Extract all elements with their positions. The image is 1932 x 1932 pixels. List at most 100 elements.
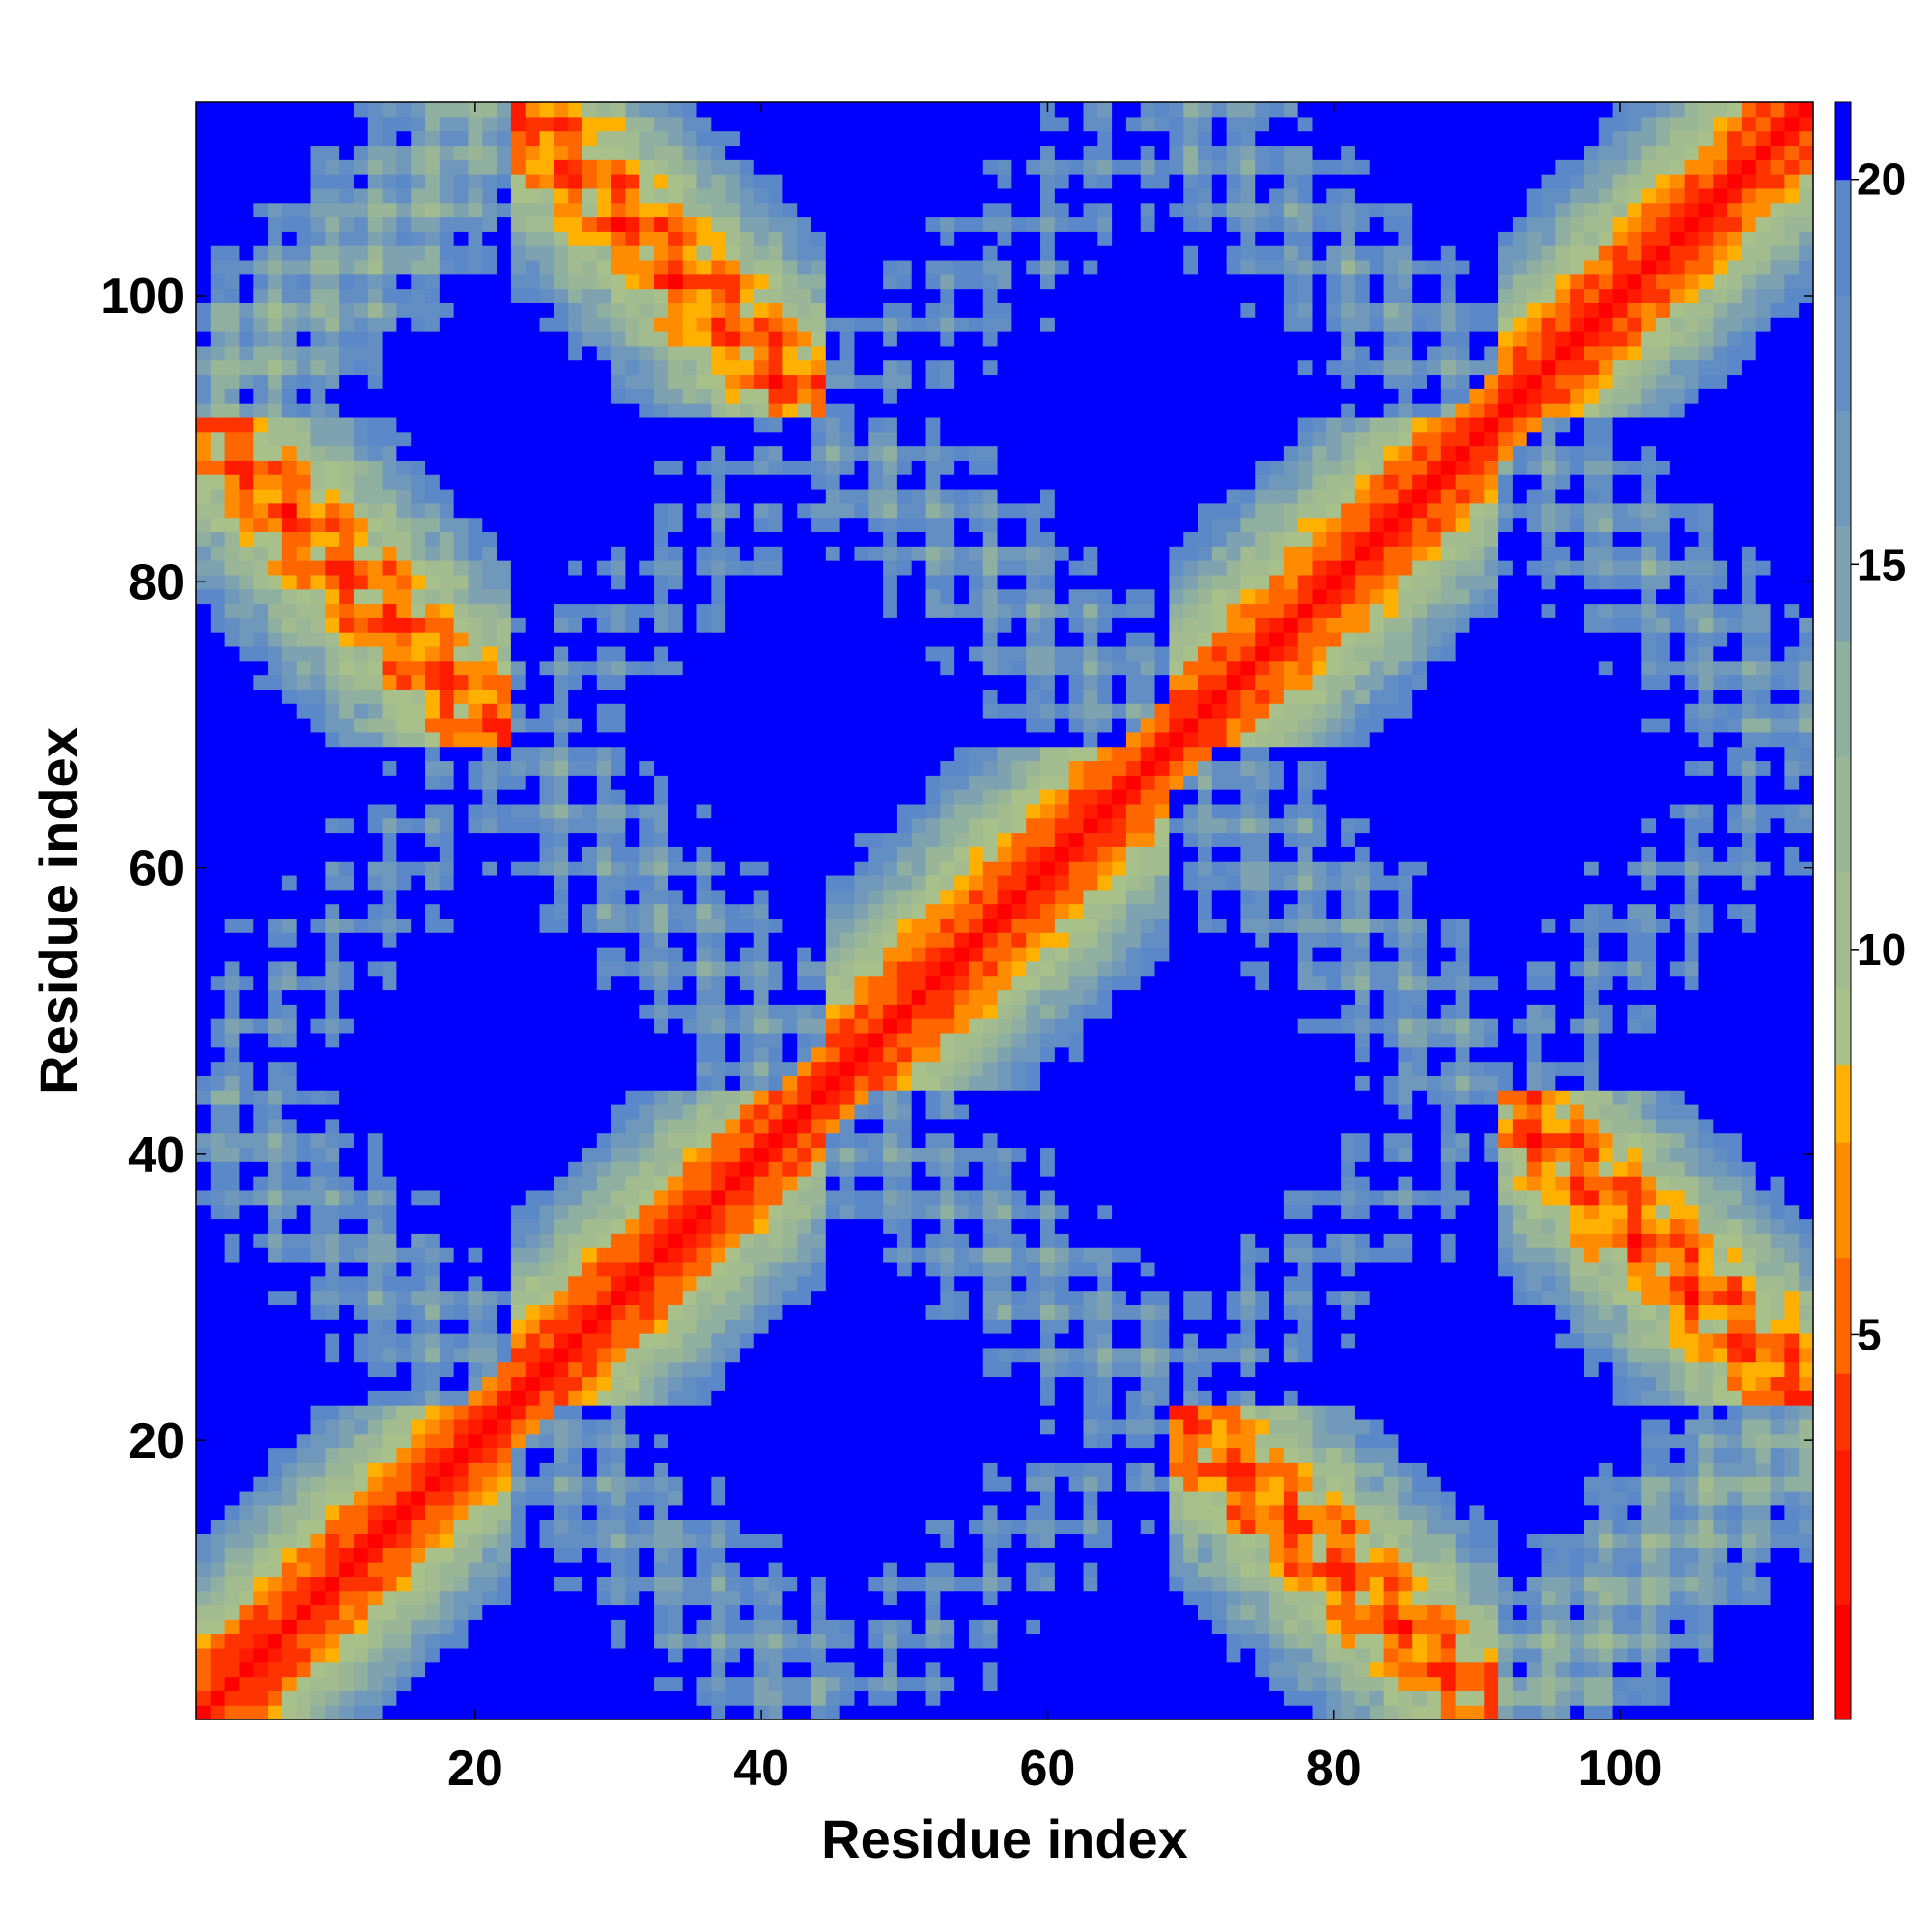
heatmap-cell [281, 1261, 298, 1277]
heatmap-cell [668, 1562, 684, 1577]
heatmap-cell [396, 1333, 412, 1349]
heatmap-cell [411, 531, 426, 547]
heatmap-cell [310, 130, 326, 147]
heatmap-cell [382, 1605, 397, 1620]
heatmap-cell [497, 288, 512, 303]
heatmap-cell [739, 460, 755, 475]
heatmap-cell [268, 874, 283, 891]
heatmap-cell [239, 775, 254, 790]
heatmap-cell [353, 102, 369, 118]
heatmap-cell [353, 345, 369, 361]
heatmap-cell [782, 1476, 798, 1492]
heatmap-cell [654, 632, 669, 647]
heatmap-cell [497, 1247, 512, 1263]
heatmap-cell [725, 903, 741, 919]
heatmap-cell [196, 1504, 212, 1520]
heatmap-cell [582, 331, 598, 347]
heatmap-cell [353, 1690, 369, 1706]
heatmap-cell [325, 975, 340, 991]
heatmap-cell [568, 975, 583, 991]
heatmap-cell [625, 789, 640, 805]
heatmap-cell [210, 374, 226, 389]
heatmap-cell [325, 1605, 340, 1620]
heatmap-cell [453, 174, 469, 189]
heatmap-cell [497, 1361, 512, 1378]
heatmap-cell [239, 660, 254, 676]
heatmap-cell [525, 1533, 541, 1548]
heatmap-cell [696, 861, 712, 876]
heatmap-cell [396, 560, 412, 576]
heatmap-cell [539, 947, 554, 962]
heatmap-cell [396, 603, 412, 618]
heatmap-cell [611, 1634, 627, 1649]
heatmap-cell [639, 588, 655, 605]
heatmap-cell [210, 1204, 226, 1220]
heatmap-cell [739, 1590, 755, 1606]
heatmap-cell [482, 1605, 497, 1620]
heatmap-cell [425, 1132, 440, 1149]
heatmap-cell [196, 1132, 212, 1149]
heatmap-cell [582, 302, 598, 318]
heatmap-cell [482, 1647, 497, 1663]
heatmap-cell [625, 145, 640, 160]
heatmap-cell [525, 1061, 541, 1076]
heatmap-cell [411, 789, 426, 805]
heatmap-cell [611, 760, 627, 776]
heatmap-cell [739, 174, 755, 189]
heatmap-cell [639, 546, 655, 561]
heatmap-cell [768, 1132, 783, 1149]
heatmap-cell [411, 746, 426, 762]
heatmap-cell [725, 817, 741, 834]
heatmap-cell [382, 1247, 397, 1263]
heatmap-cell [353, 1347, 369, 1363]
heatmap-cell [654, 960, 669, 977]
heatmap-cell [711, 403, 726, 418]
heatmap-cell [439, 130, 455, 147]
heatmap-cell [582, 1032, 598, 1048]
heatmap-cell [482, 1304, 497, 1320]
heatmap-cell [367, 1490, 384, 1506]
heatmap-cell [639, 1361, 655, 1378]
heatmap-cell [253, 1004, 269, 1019]
heatmap-cell [396, 474, 412, 490]
heatmap-cell [582, 989, 598, 1005]
heatmap-cell [310, 1218, 326, 1234]
heatmap-cell [554, 1519, 569, 1535]
heatmap-cell [411, 1361, 426, 1378]
heatmap-cell [339, 1103, 355, 1120]
heatmap-cell [668, 1476, 684, 1492]
heatmap-cell [497, 1132, 512, 1149]
heatmap-cell [339, 703, 355, 719]
heatmap-cell [439, 1161, 455, 1177]
heatmap-cell [797, 1361, 812, 1378]
heatmap-cell [668, 1233, 684, 1248]
heatmap-cell [510, 1090, 526, 1105]
heatmap-cell [468, 416, 483, 433]
heatmap-cell [325, 1519, 340, 1535]
heatmap-cell [696, 874, 712, 891]
heatmap-cell [811, 1032, 827, 1048]
heatmap-cell [210, 731, 226, 748]
heatmap-cell [210, 460, 226, 475]
heatmap-cell [281, 231, 298, 246]
heatmap-cell [367, 1690, 384, 1706]
heatmap-cell [510, 1103, 526, 1120]
heatmap-cell [582, 1376, 598, 1391]
heatmap-cell [296, 1247, 312, 1263]
heatmap-cell [453, 1189, 469, 1206]
heatmap-cell [497, 546, 512, 561]
heatmap-cell [268, 1490, 283, 1506]
heatmap-cell [782, 488, 798, 504]
heatmap-cell [739, 1647, 755, 1663]
heatmap-cell [725, 1275, 741, 1292]
heatmap-cell [353, 1075, 369, 1091]
heatmap-cell [367, 1290, 384, 1305]
heatmap-cell [668, 1319, 684, 1334]
heatmap-cell [196, 517, 212, 533]
heatmap-cell [696, 960, 712, 977]
heatmap-cell [525, 1018, 541, 1034]
heatmap-cell [782, 431, 798, 447]
heatmap-cell [253, 588, 269, 605]
heatmap-cell [296, 174, 312, 189]
heatmap-cell [554, 674, 569, 690]
